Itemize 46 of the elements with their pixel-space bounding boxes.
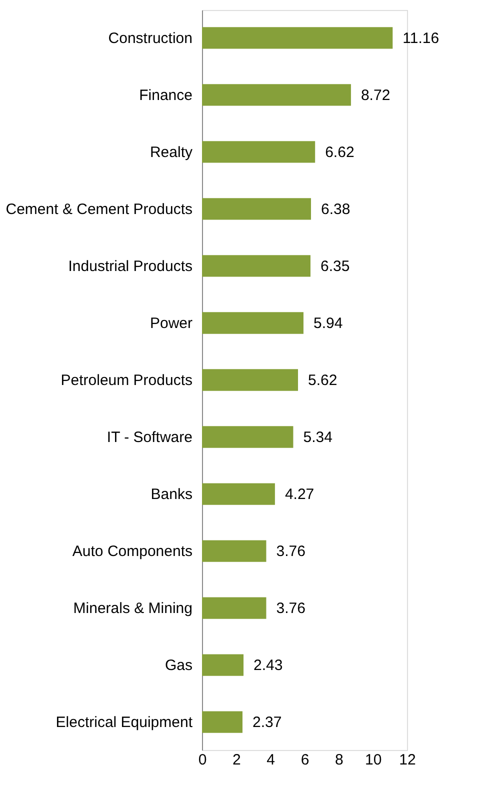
bar <box>202 141 316 163</box>
data-label: 3.76 <box>276 600 306 618</box>
bar <box>202 312 304 334</box>
x-tick-label: 4 <box>266 752 276 768</box>
data-label: 11.16 <box>402 30 440 47</box>
data-label: 3.76 <box>276 543 306 560</box>
x-tick-label: 10 <box>364 752 382 768</box>
y-tick-label: Petroleum Products <box>60 372 192 389</box>
y-tick-label: IT - Software <box>106 429 192 446</box>
data-label: 2.43 <box>254 657 283 674</box>
y-tick-label: Gas <box>164 657 192 674</box>
data-label: 2.37 <box>252 714 282 732</box>
data-label: 6.62 <box>325 144 354 161</box>
bar <box>202 369 298 391</box>
x-tick-label: 6 <box>300 752 310 768</box>
y-tick-label: Finance <box>139 86 192 104</box>
data-label: 4.27 <box>284 486 314 504</box>
y-tick-label: Power <box>150 314 192 332</box>
y-tick-label: Construction <box>108 30 192 47</box>
bar <box>202 84 351 106</box>
bar <box>202 483 275 505</box>
data-label: 6.35 <box>320 258 350 275</box>
bar <box>202 597 266 619</box>
y-tick-label: Electrical Equipment <box>56 714 194 732</box>
data-label: 5.62 <box>308 372 338 389</box>
bar <box>202 27 393 49</box>
y-tick-label: Industrial Products <box>68 258 192 275</box>
y-tick-label: Realty <box>150 144 193 161</box>
x-tick-label: 2 <box>232 752 241 768</box>
y-tick-label: Auto Components <box>72 543 192 560</box>
x-tick-label: 0 <box>198 752 207 768</box>
y-tick-label: Cement & Cement Products <box>6 200 192 218</box>
x-tick-label: 12 <box>399 752 416 768</box>
y-tick-label: Banks <box>150 486 192 504</box>
data-label: 5.94 <box>313 314 343 332</box>
bar <box>202 255 310 277</box>
y-tick-label: Minerals & Mining <box>73 600 192 618</box>
bar <box>202 198 311 220</box>
bar <box>202 540 266 562</box>
bar <box>202 654 244 676</box>
x-tick-label: 8 <box>334 752 344 768</box>
data-label: 5.34 <box>303 429 332 446</box>
data-label: 6.38 <box>320 200 350 218</box>
bar <box>202 711 242 733</box>
bar <box>202 426 294 448</box>
data-label: 8.72 <box>360 86 390 104</box>
